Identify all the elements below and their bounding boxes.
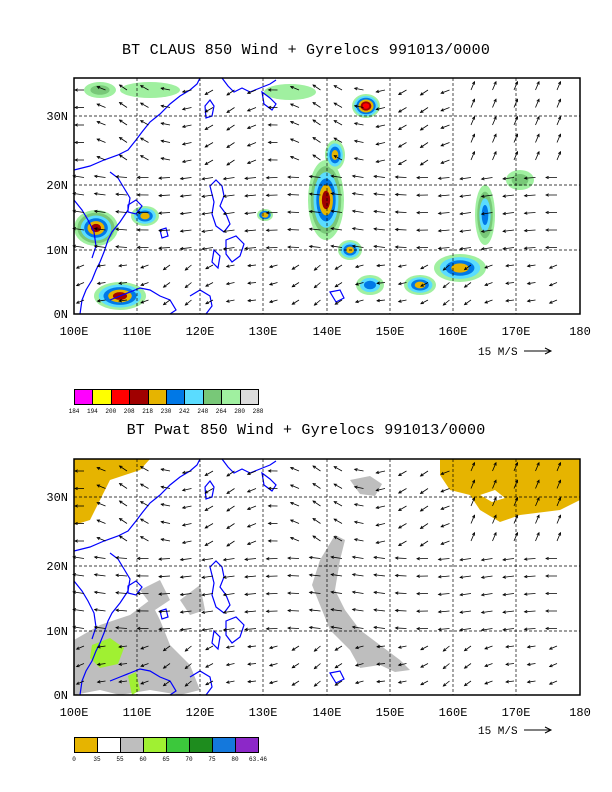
lat-tick-label: 0N [54,689,68,703]
wind-vector-layer [72,80,562,306]
gridline-layer [74,78,580,314]
colorbar-label: 60 [139,756,147,763]
colorbar-swatch [189,737,213,753]
colorbar-label: 242 [178,408,190,415]
lat-tick-label: 0N [54,308,68,322]
colorbar-label: 63.46 [248,756,268,763]
coastline-layer [73,458,345,696]
panel-1-title: BT CLAUS 850 Wind + Gyrelocs 991013/0000 [121,42,491,59]
colorbar-label: 55 [116,756,124,763]
lat-tick-label: 30N [46,491,68,505]
latitude-labels: 30N 20N 10N 0N [46,110,68,322]
colorbar-label: 184 [68,408,80,415]
lon-tick-label: 120E [186,706,215,720]
lon-tick-label: 180 [569,706,591,720]
colorbar-label: 288 [252,408,264,415]
lon-tick-label: 110E [123,325,152,339]
longitude-labels: 100E 110E 120E 130E 140E 150E 160E 170E 180 [60,706,591,720]
panel-2-title: BT Pwat 850 Wind + Gyrelocs 991013/0000 [126,422,486,439]
lon-tick-label: 150E [376,706,405,720]
lat-tick-label: 30N [46,110,68,124]
lon-tick-label: 100E [60,706,89,720]
lat-tick-label: 10N [46,244,68,258]
lat-tick-label: 10N [46,625,68,639]
lon-tick-label: 140E [313,706,342,720]
colorbar-swatch [212,737,236,753]
colorbar-swatch [235,737,259,753]
colorbar-swatch [120,737,144,753]
colorbar-label: 80 [231,756,239,763]
longitude-labels: 100E 110E 120E 130E 140E 150E 160E 170E 180 [60,325,591,339]
gridline-layer [74,459,580,695]
lon-tick-label: 140E [313,325,342,339]
latitude-labels: 30N 20N 10N 0N [46,491,68,703]
colorbar-label: 70 [185,756,193,763]
lon-tick-label: 160E [439,325,468,339]
lat-tick-label: 20N [46,179,68,193]
wind-scale-label: 15 M/S [478,726,518,738]
pwat-shading-layer [74,459,580,695]
lon-tick-label: 130E [249,325,278,339]
colorbar-label: 0 [72,756,76,763]
colorbar-label: 248 [197,408,209,415]
lon-tick-label: 130E [249,706,278,720]
colorbar-swatch [166,737,190,753]
lon-tick-label: 170E [502,325,531,339]
lat-tick-label: 20N [46,560,68,574]
lon-tick-label: 150E [376,325,405,339]
colorbar-label: 35 [93,756,101,763]
lon-tick-label: 100E [60,325,89,339]
colorbar-label: 65 [162,756,170,763]
colorbar-label: 230 [160,408,172,415]
coastline-layer [73,77,345,315]
wind-scale-reference: 15 M/S [478,726,553,738]
wind-scale-label: 15 M/S [478,347,518,359]
colorbar-label: 194 [86,408,98,415]
claus-map-panel: 30N 20N 10N 0N 100E 110E 120E 130E 140E 150E 160E… [46,77,591,359]
wind-scale-reference: 15 M/S [478,347,553,359]
colorbar-label: 200 [105,408,117,415]
lon-tick-label: 110E [123,706,152,720]
lon-tick-label: 170E [502,706,531,720]
colorbar-label: 264 [215,408,227,415]
colorbar-label: 208 [123,408,135,415]
lon-tick-label: 120E [186,325,215,339]
colorbar-label: 280 [234,408,245,415]
lon-tick-label: 160E [439,706,468,720]
colorbar-label: 75 [208,756,216,763]
map-frame [73,77,581,315]
lon-tick-label: 180 [569,325,591,339]
colorbar-label: 218 [142,408,153,415]
colorbar-swatch [143,737,167,753]
colorbar-swatch [239,389,259,405]
colorbar-swatch [74,737,98,753]
map-frame [73,458,581,696]
wind-vector-layer [72,461,562,687]
colorbar-swatch [97,737,121,753]
